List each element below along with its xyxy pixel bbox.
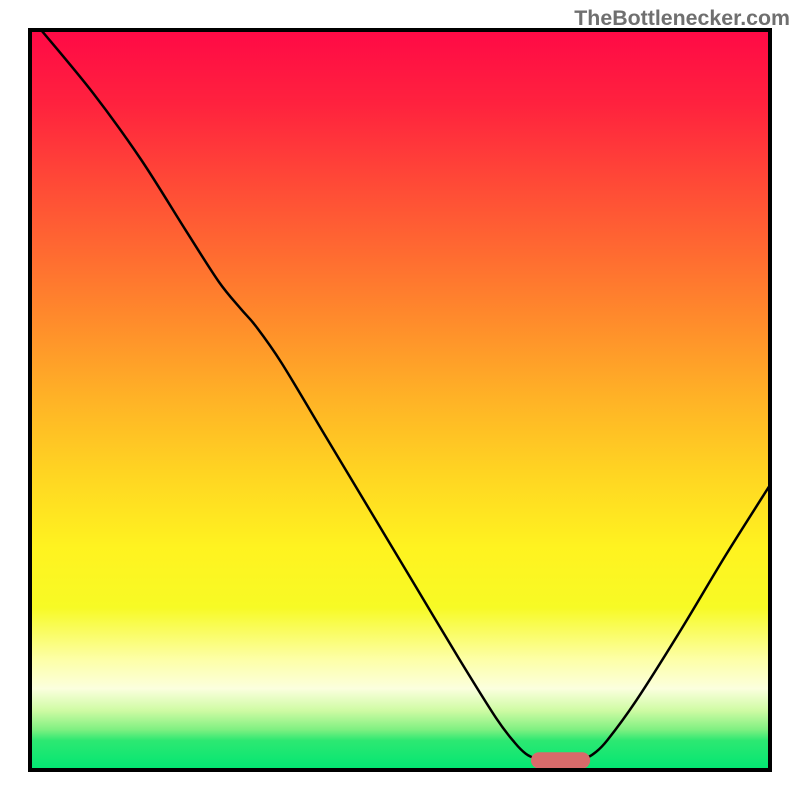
optimal-point-marker (531, 752, 590, 768)
gradient-background (30, 30, 770, 770)
bottleneck-curve-chart (0, 0, 800, 800)
chart-container: TheBottlenecker.com (0, 0, 800, 800)
watermark-text: TheBottlenecker.com (574, 6, 790, 31)
